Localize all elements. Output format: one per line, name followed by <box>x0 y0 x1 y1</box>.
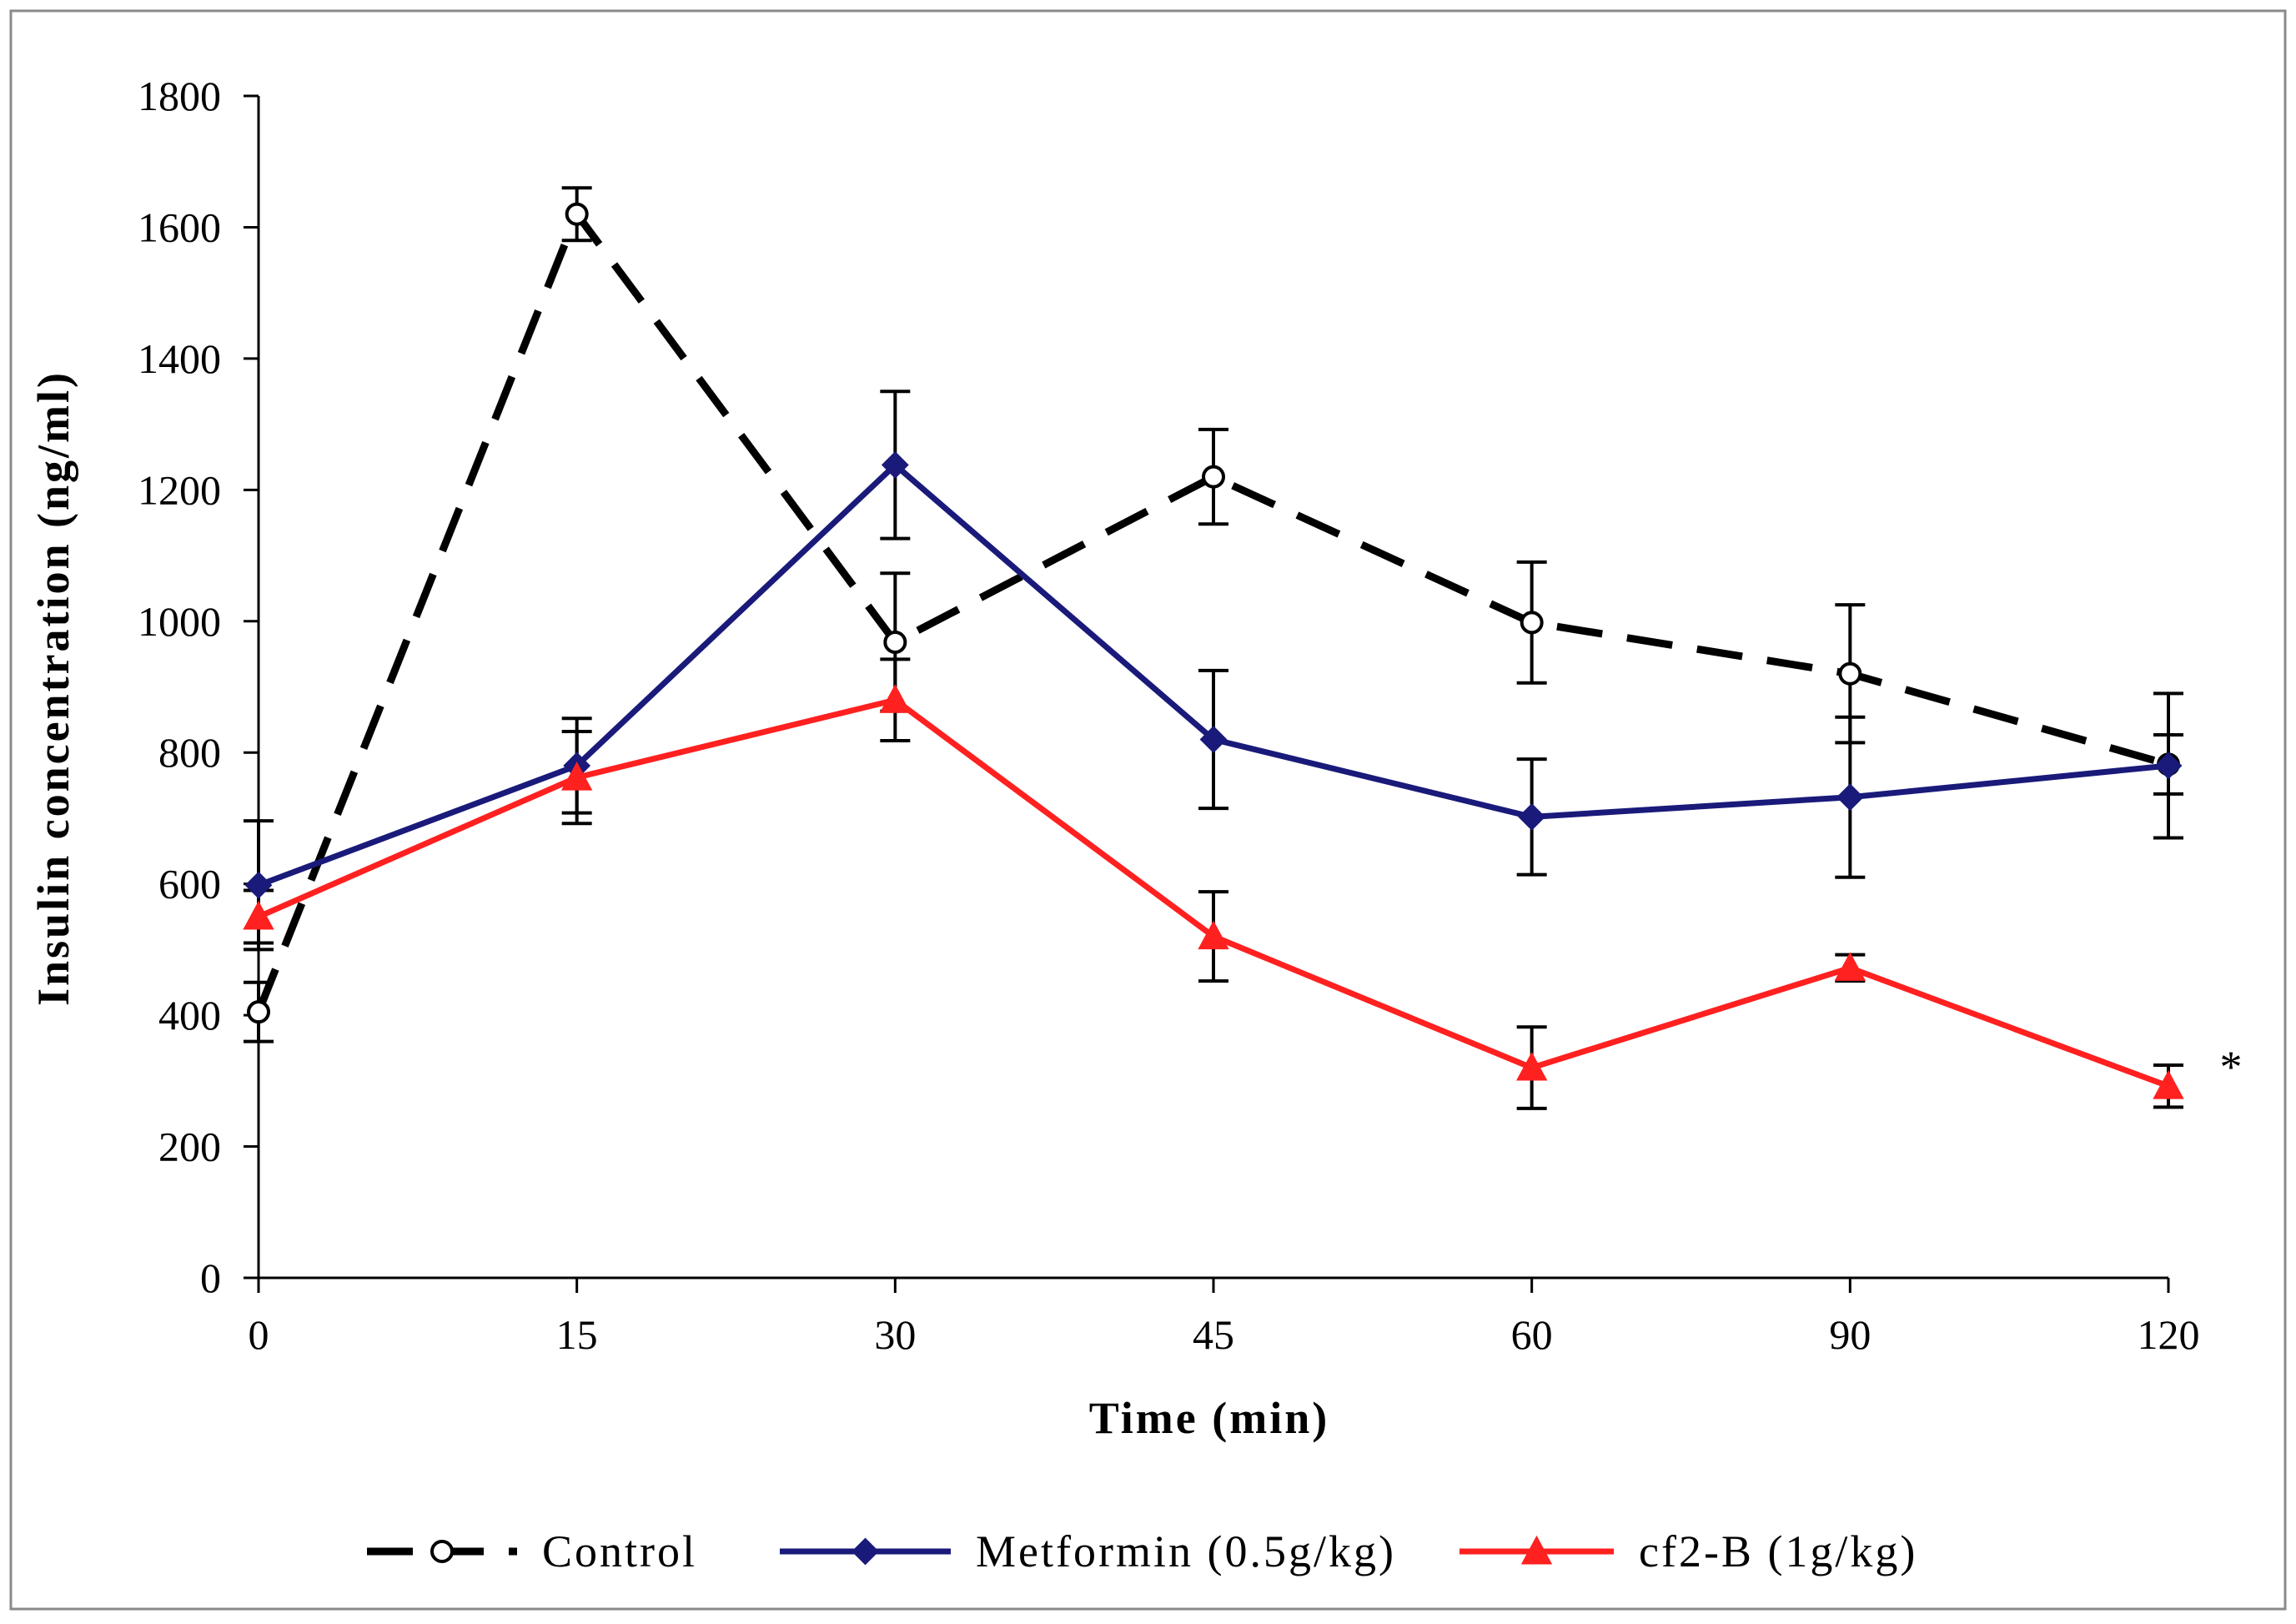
significance-annotation: * <box>2220 1042 2243 1092</box>
series-0 <box>247 202 2180 1024</box>
legend-swatch-marker <box>852 1537 879 1566</box>
data-point <box>1838 661 1862 686</box>
x-tick-label: 0 <box>249 1311 269 1358</box>
y-tick-label: 1400 <box>138 335 221 382</box>
x-axis-title: Time (min) <box>1089 1393 1329 1443</box>
y-tick-label: 1200 <box>138 466 221 513</box>
data-point <box>1836 783 1864 812</box>
data-point <box>1199 726 1228 753</box>
legend-swatch-marker <box>1520 1535 1553 1565</box>
data-point <box>1198 920 1229 950</box>
data-point <box>244 871 273 899</box>
data-point <box>1834 952 1866 981</box>
x-tick-label: 30 <box>874 1311 916 1358</box>
data-point <box>881 451 909 479</box>
legend-item-2: cf2-B (1g/kg) <box>1459 1526 1917 1576</box>
y-tick-label: 1000 <box>138 598 221 645</box>
axes <box>244 94 2170 1293</box>
x-tick-label: 90 <box>1829 1311 1871 1358</box>
y-tick-label: 800 <box>158 729 221 776</box>
y-tick-label: 200 <box>158 1124 221 1170</box>
data-point <box>247 1000 270 1024</box>
series-2 <box>243 684 2184 1099</box>
data-point <box>565 202 589 226</box>
legend: Control Metformin (0.5g/kg) cf2-B (1g/kg) <box>367 1526 1917 1576</box>
data-point <box>879 684 912 713</box>
x-tick-label: 60 <box>1511 1311 1553 1358</box>
tick-labels: 0 200 400 600 800 1000 1200 1400 1600 1800 0 15 30 45… <box>138 73 2200 1358</box>
y-tick-label: 1600 <box>138 204 221 250</box>
x-tick-label: 45 <box>1193 1311 1234 1358</box>
series-layer <box>243 186 2184 1110</box>
x-tick-label: 15 <box>556 1311 598 1358</box>
legend-label: Control <box>542 1526 697 1576</box>
data-point <box>1202 465 1225 489</box>
y-tick-label: 0 <box>200 1254 221 1301</box>
data-point <box>1515 1051 1548 1081</box>
legend-label: cf2-B (1g/kg) <box>1639 1526 1917 1576</box>
legend-item-1: Metformin (0.5g/kg) <box>780 1526 1396 1576</box>
chart-border <box>9 9 2287 1611</box>
data-point <box>1518 802 1546 831</box>
data-point <box>2153 1070 2184 1099</box>
x-tick-label: 120 <box>2138 1311 2200 1358</box>
legend-item-0: Control <box>367 1526 697 1576</box>
legend-label: Metformin (0.5g/kg) <box>976 1526 1396 1576</box>
data-point <box>560 762 593 791</box>
y-tick-label: 1800 <box>138 73 221 119</box>
legend-swatch-marker <box>430 1540 454 1563</box>
y-tick-label: 400 <box>158 992 221 1038</box>
data-point <box>243 900 274 930</box>
data-point <box>883 630 907 654</box>
data-point <box>1520 611 1544 635</box>
data-point <box>2154 752 2183 780</box>
y-axis-title: Insulin concentration (ng/ml) <box>28 370 78 1006</box>
y-tick-label: 600 <box>158 861 221 908</box>
